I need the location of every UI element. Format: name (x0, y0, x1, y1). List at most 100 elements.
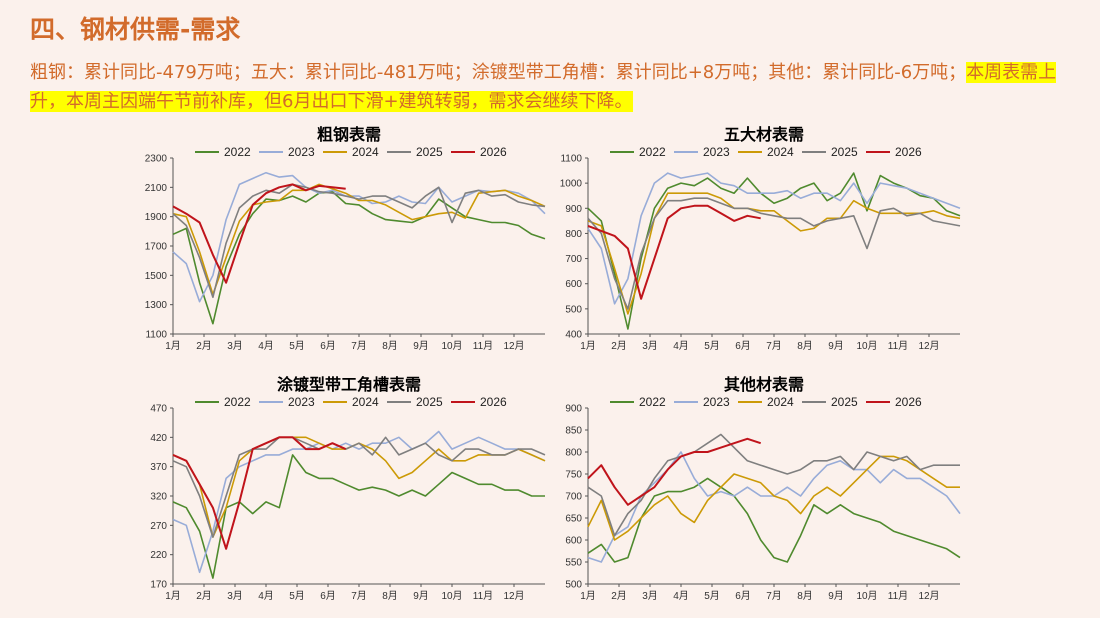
series-line-2026 (172, 436, 347, 550)
y-tick-label: 1100 (560, 154, 582, 165)
y-tick-label: 400 (565, 330, 582, 341)
legend-label-2025: 2025 (416, 145, 443, 159)
x-tick-label: 9月 (828, 590, 844, 602)
x-tick-label: 1月 (580, 340, 596, 352)
x-tick-label: 10月 (441, 340, 462, 352)
legend-label-2023: 2023 (703, 395, 730, 409)
y-tick-label: 600 (565, 536, 582, 547)
y-tick-label: 1900 (145, 212, 168, 223)
x-tick-label: 4月 (673, 340, 689, 352)
y-tick-label: 370 (150, 462, 167, 473)
series-line-2022 (172, 454, 545, 579)
x-tick-label: 3月 (642, 590, 658, 602)
series-line-2024 (587, 455, 960, 541)
y-tick-label: 2100 (145, 183, 168, 194)
y-tick-label: 1700 (145, 242, 168, 253)
y-tick-label: 500 (565, 304, 582, 315)
legend-label-2023: 2023 (288, 395, 315, 409)
x-tick-label: 9月 (413, 590, 429, 602)
series-line-2026 (172, 183, 346, 284)
page-title: 四、钢材供需-需求 (30, 15, 241, 44)
x-tick-label: 10月 (856, 590, 877, 602)
y-tick-label: 1300 (145, 300, 168, 311)
series-line-2024 (587, 192, 961, 315)
x-tick-label: 5月 (289, 590, 305, 602)
x-tick-label: 7月 (351, 590, 367, 602)
x-tick-label: 8月 (797, 340, 813, 352)
x-tick-label: 5月 (704, 340, 720, 352)
x-tick-label: 6月 (320, 340, 336, 352)
y-tick-label: 900 (565, 404, 582, 415)
x-tick-label: 2月 (196, 590, 212, 602)
legend-label-2024: 2024 (352, 145, 379, 159)
y-tick-label: 700 (565, 254, 582, 265)
series-line-2022 (172, 190, 546, 325)
x-tick-label: 6月 (320, 590, 336, 602)
y-tick-label: 500 (565, 580, 582, 591)
x-tick-label: 11月 (888, 340, 908, 352)
series-line-2023 (172, 171, 546, 303)
y-tick-label: 800 (565, 448, 582, 459)
x-tick-label: 12月 (918, 590, 939, 602)
x-tick-label: 10月 (856, 340, 877, 352)
y-tick-label: 320 (150, 492, 167, 503)
x-tick-label: 11月 (473, 340, 493, 352)
y-tick-label: 900 (565, 204, 582, 215)
series-line-2026 (587, 204, 761, 300)
x-tick-label: 7月 (351, 340, 367, 352)
x-tick-label: 4月 (673, 590, 689, 602)
chart-five-major: 五大材表需 2022 2023 2024 2025 2026 400 500 600 700 800… (560, 125, 961, 352)
x-tick-label: 8月 (797, 590, 813, 602)
summary-text: 粗钢：累计同比-479万吨；五大：累计同比-481万吨；涂镀型带工角槽：累计同比… (30, 58, 1075, 116)
summary-plain: 粗钢：累计同比-479万吨；五大：累计同比-481万吨；涂镀型带工角槽：累计同比… (30, 62, 967, 83)
series-line-2023 (172, 430, 546, 574)
legend-label-2026: 2026 (895, 145, 922, 159)
series-line-2022 (587, 477, 961, 563)
legend-label-2024: 2024 (767, 145, 794, 159)
x-tick-label: 2月 (196, 340, 212, 352)
y-tick-label: 1000 (560, 179, 583, 190)
x-tick-label: 9月 (413, 340, 429, 352)
x-tick-label: 7月 (766, 340, 782, 352)
y-tick-label: 1100 (145, 330, 167, 341)
y-tick-label: 750 (565, 470, 582, 481)
y-tick-label: 270 (150, 521, 167, 532)
chart-coated-sections: 涂镀型带工角槽表需 2022 2023 2024 2025 2026 170 220 270 32… (150, 375, 546, 602)
legend-label-2022: 2022 (639, 145, 666, 159)
legend-label-2026: 2026 (895, 395, 922, 409)
legend-label-2026: 2026 (480, 395, 507, 409)
x-tick-label: 5月 (704, 590, 720, 602)
x-tick-label: 8月 (382, 340, 398, 352)
legend-label-2024: 2024 (352, 395, 379, 409)
x-tick-label: 2月 (611, 590, 627, 602)
y-tick-label: 550 (565, 558, 582, 569)
y-tick-label: 800 (565, 229, 582, 240)
x-tick-label: 2月 (611, 340, 627, 352)
x-tick-label: 8月 (382, 590, 398, 602)
legend-label-2025: 2025 (831, 145, 858, 159)
legend-label-2025: 2025 (831, 395, 858, 409)
x-tick-label: 10月 (441, 590, 462, 602)
series-line-2025 (172, 436, 546, 538)
legend-label-2023: 2023 (288, 145, 315, 159)
y-tick-label: 2300 (145, 154, 168, 165)
series-line-2026 (587, 437, 762, 506)
x-tick-label: 1月 (580, 590, 596, 602)
x-tick-label: 3月 (227, 590, 243, 602)
x-tick-label: 9月 (828, 340, 844, 352)
series-line-2024 (172, 183, 546, 296)
x-tick-label: 3月 (642, 340, 658, 352)
chart-title: 涂镀型带工角槽表需 (277, 375, 421, 394)
chart-title: 其他材表需 (724, 375, 804, 394)
x-tick-label: 5月 (289, 340, 305, 352)
y-tick-label: 170 (150, 580, 167, 591)
y-tick-label: 470 (150, 404, 167, 415)
series-line-2025 (587, 433, 960, 537)
x-tick-label: 11月 (888, 590, 908, 602)
y-tick-label: 650 (565, 514, 582, 525)
legend-label-2022: 2022 (639, 395, 666, 409)
x-tick-label: 4月 (258, 340, 274, 352)
y-tick-label: 420 (150, 433, 167, 444)
x-tick-label: 12月 (918, 340, 939, 352)
y-tick-label: 850 (565, 426, 582, 437)
